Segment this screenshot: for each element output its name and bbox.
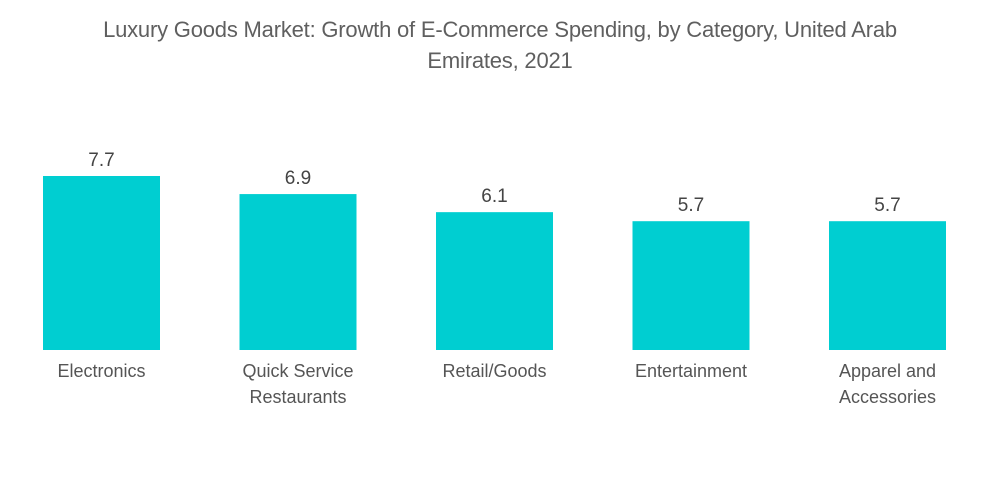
chart-title-line-2: Emirates, 2021 [427, 48, 573, 73]
chart-title-line-1: Luxury Goods Market: Growth of E-Commerc… [103, 17, 897, 42]
category-tick-label: Entertainment [635, 361, 747, 381]
category-tick-label: Restaurants [249, 387, 346, 407]
category-tick-label: Electronics [57, 361, 145, 381]
data-label: 5.7 [678, 195, 704, 216]
data-label: 7.7 [88, 150, 114, 171]
bar [436, 212, 553, 350]
category-tick-label: Apparel and [839, 361, 936, 381]
bar [632, 221, 750, 350]
bar-group: 5.7 Entertainment [632, 195, 750, 381]
bar-group: 6.1 Retail/Goods [436, 186, 553, 381]
data-label: 6.9 [285, 168, 311, 189]
bar [239, 194, 357, 350]
bar [43, 176, 160, 350]
data-label: 5.7 [874, 195, 900, 216]
bar-group: 6.9 Quick Service Restaurants [239, 168, 357, 407]
category-tick-label: Quick Service [242, 361, 353, 381]
category-tick-label: Accessories [839, 387, 936, 407]
bar-group: 7.7 Electronics [43, 150, 160, 381]
data-label: 6.1 [481, 186, 507, 207]
category-tick-label: Retail/Goods [442, 361, 546, 381]
bar-group: 5.7 Apparel and Accessories [829, 195, 946, 407]
chart-title: Luxury Goods Market: Growth of E-Commerc… [0, 14, 1000, 76]
bar [829, 221, 946, 350]
